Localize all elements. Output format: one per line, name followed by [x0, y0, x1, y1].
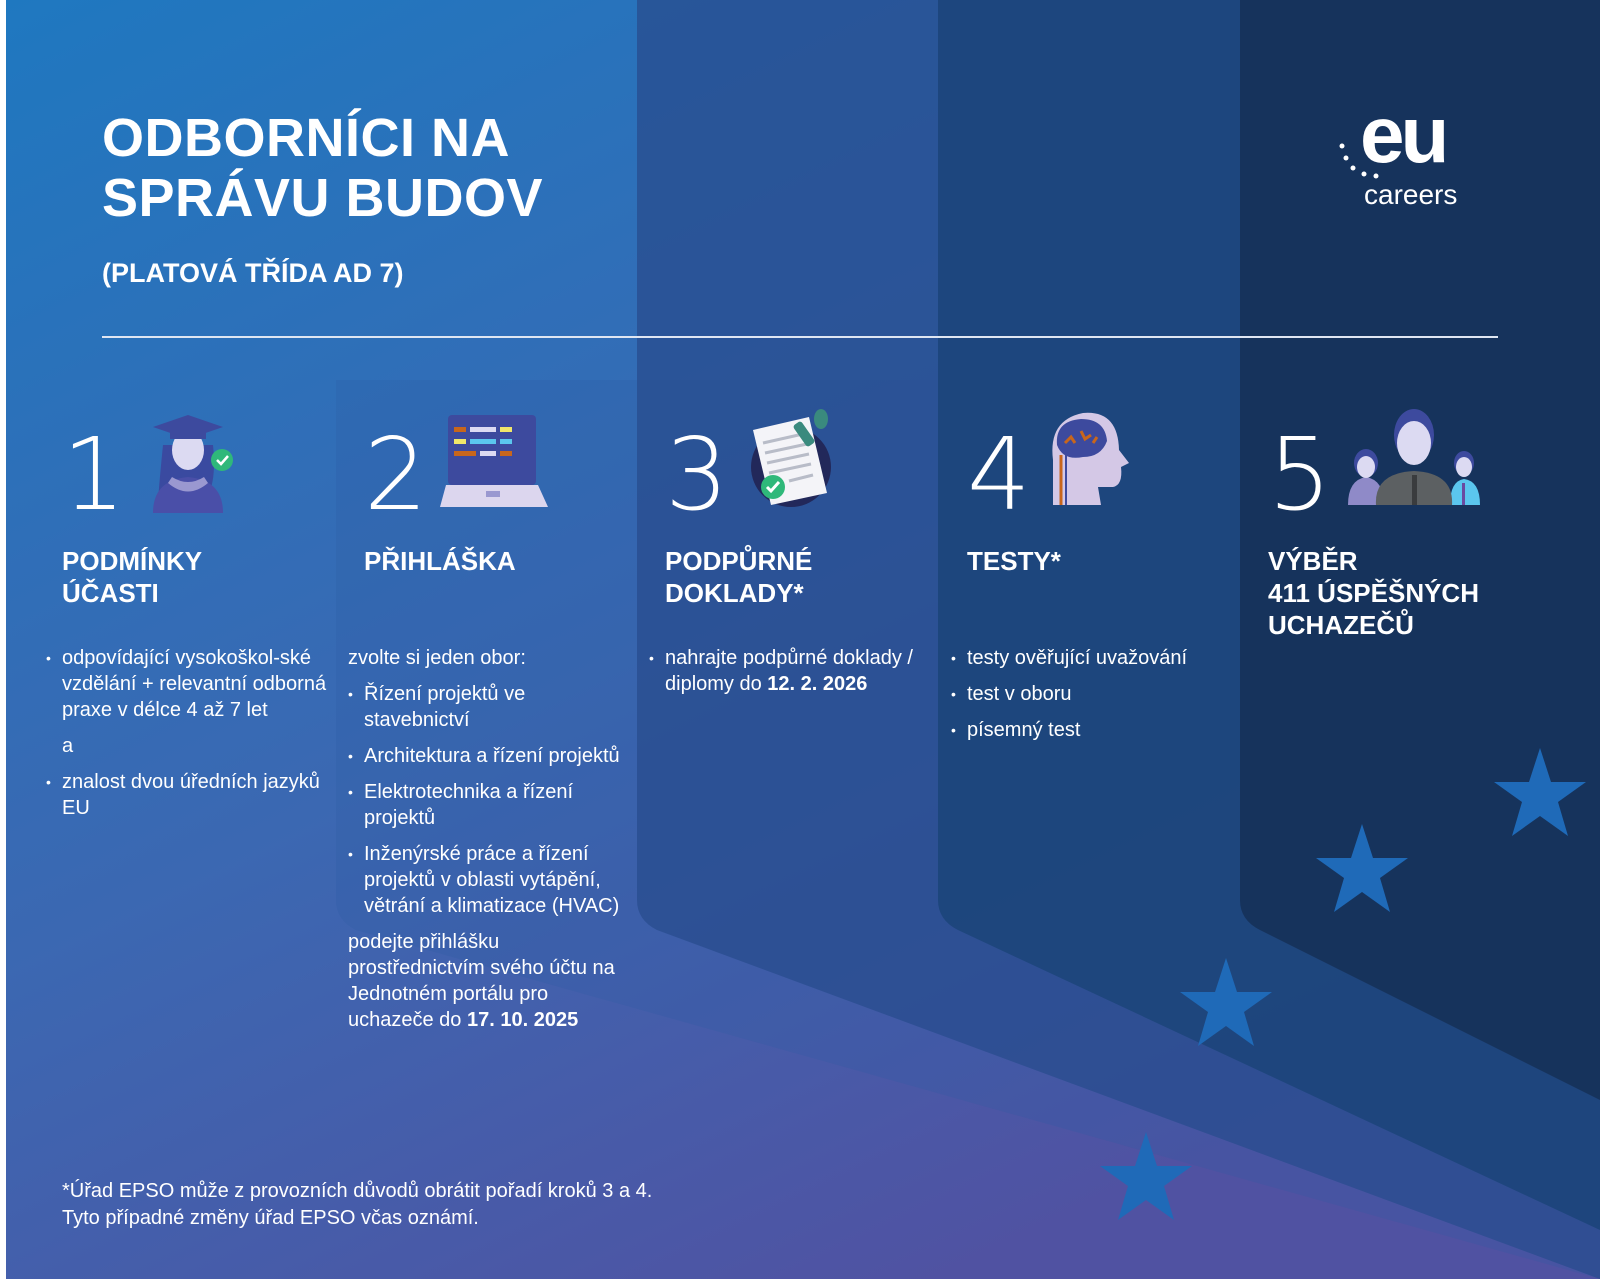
- background: [6, 0, 1600, 1279]
- eu-stars: [1100, 748, 1586, 1220]
- list-item: Inženýrské práce a řízení projektů v obl…: [348, 841, 629, 919]
- list-item: testy ověřující uvažování: [951, 645, 1232, 671]
- list-item: znalost dvou úředních jazyků EU: [46, 769, 332, 821]
- title-line: PODMÍNKY: [62, 546, 203, 576]
- title-line: SPRÁVU BUDOV: [102, 168, 544, 228]
- step-title: PŘIHLÁŠKA: [364, 545, 629, 645]
- footnote: *Úřad EPSO může z provozních důvodů obrá…: [62, 1178, 652, 1232]
- list-item: písemný test: [951, 717, 1232, 743]
- step-title: PODPŮRNÉ DOKLADY*: [665, 545, 930, 645]
- step-5: 5 VÝBĚR 411 ÚSPĚŠNÝCH UCHAZEČŮ: [1268, 405, 1588, 645]
- outro-text-body: podejte přihlášku prostřednictvím svého …: [348, 931, 615, 1031]
- deadline-date: 17. 10. 2025: [466, 1009, 579, 1031]
- title-line: DOKLADY*: [665, 578, 804, 608]
- star-icon: [1180, 958, 1272, 1046]
- subtitle: (PLATOVÁ TŘÍDA AD 7): [102, 258, 404, 288]
- list-item-text: nahrajte podpůrné doklady / diplomy do: [665, 647, 913, 695]
- intro-text: zvolte si jeden obor:: [348, 647, 526, 669]
- team-icon: [1348, 409, 1481, 505]
- title-line: 411 ÚSPĚŠNÝCH: [1268, 578, 1479, 608]
- step-number: 4: [967, 416, 1031, 533]
- star-icon: [1494, 748, 1586, 836]
- step-title: PODMÍNKY ÚČASTI: [62, 545, 332, 645]
- list-item: Architektura a řízení projektů: [348, 743, 629, 769]
- eu-careers-logo: eu careers: [1339, 96, 1457, 210]
- logo-stars: [1339, 143, 1379, 179]
- step-title: TESTY*: [967, 545, 1232, 645]
- title-line: PODPŮRNÉ: [665, 546, 813, 576]
- title-line: PŘIHLÁŠKA: [364, 546, 516, 576]
- footnote-line: *Úřad EPSO může z provozních důvodů obrá…: [62, 1180, 653, 1202]
- title-line: TESTY*: [967, 546, 1061, 576]
- connector-text: a: [62, 735, 74, 757]
- list-item: test v oboru: [951, 681, 1232, 707]
- title-line: UCHAZEČŮ: [1268, 610, 1414, 640]
- deadline-date: 12. 2. 2026: [767, 673, 868, 695]
- step-title: VÝBĚR 411 ÚSPĚŠNÝCH UCHAZEČŮ: [1268, 545, 1588, 645]
- step-number: 3: [665, 416, 729, 533]
- title-line: ÚČASTI: [62, 578, 159, 608]
- star-icon: [1100, 1132, 1192, 1220]
- graduate-icon: [153, 415, 234, 513]
- page-title: ODBORNÍCI NA SPRÁVU BUDOV: [102, 108, 543, 228]
- divider: [102, 336, 1498, 338]
- list-item: Řízení projektů ve stavebnictví: [348, 681, 629, 733]
- step-number: 1: [62, 416, 126, 533]
- outro-text: podejte přihlášku prostřednictvím svého …: [348, 929, 629, 1033]
- star-icon: [1316, 824, 1408, 912]
- step-1: 1 PODMÍNKY ÚČASTI odpovídající vysokoško…: [46, 405, 332, 831]
- list-item: Elektrotechnika a řízení projektů: [348, 779, 629, 831]
- list-item: odpovídající vysokoškol-ské vzdělání + r…: [46, 645, 332, 723]
- laptop-icon: [440, 415, 549, 507]
- step-number: 5: [1268, 416, 1332, 533]
- footnote-line: Tyto případné změny úřad EPSO včas oznám…: [62, 1207, 479, 1229]
- step-3: 3 PODPŮRNÉ DOKLADY* nahrajte podpůrné do…: [649, 405, 930, 707]
- step-2: 2 PŘIHLÁŠKA zvolte si jeden obor: Řízení…: [348, 405, 629, 1043]
- document-icon: [751, 409, 832, 507]
- brain-head-icon: [1052, 412, 1130, 505]
- svg-text:careers: careers: [1364, 179, 1457, 210]
- svg-text:eu: eu: [1360, 96, 1445, 179]
- list-item: nahrajte podpůrné doklady / diplomy do 1…: [649, 645, 930, 697]
- step-number: 2: [364, 416, 428, 533]
- step-4: 4 TESTY* testy ověřující uvažování test …: [951, 405, 1232, 753]
- title-line: VÝBĚR: [1268, 546, 1358, 576]
- title-line: ODBORNÍCI NA: [102, 108, 510, 168]
